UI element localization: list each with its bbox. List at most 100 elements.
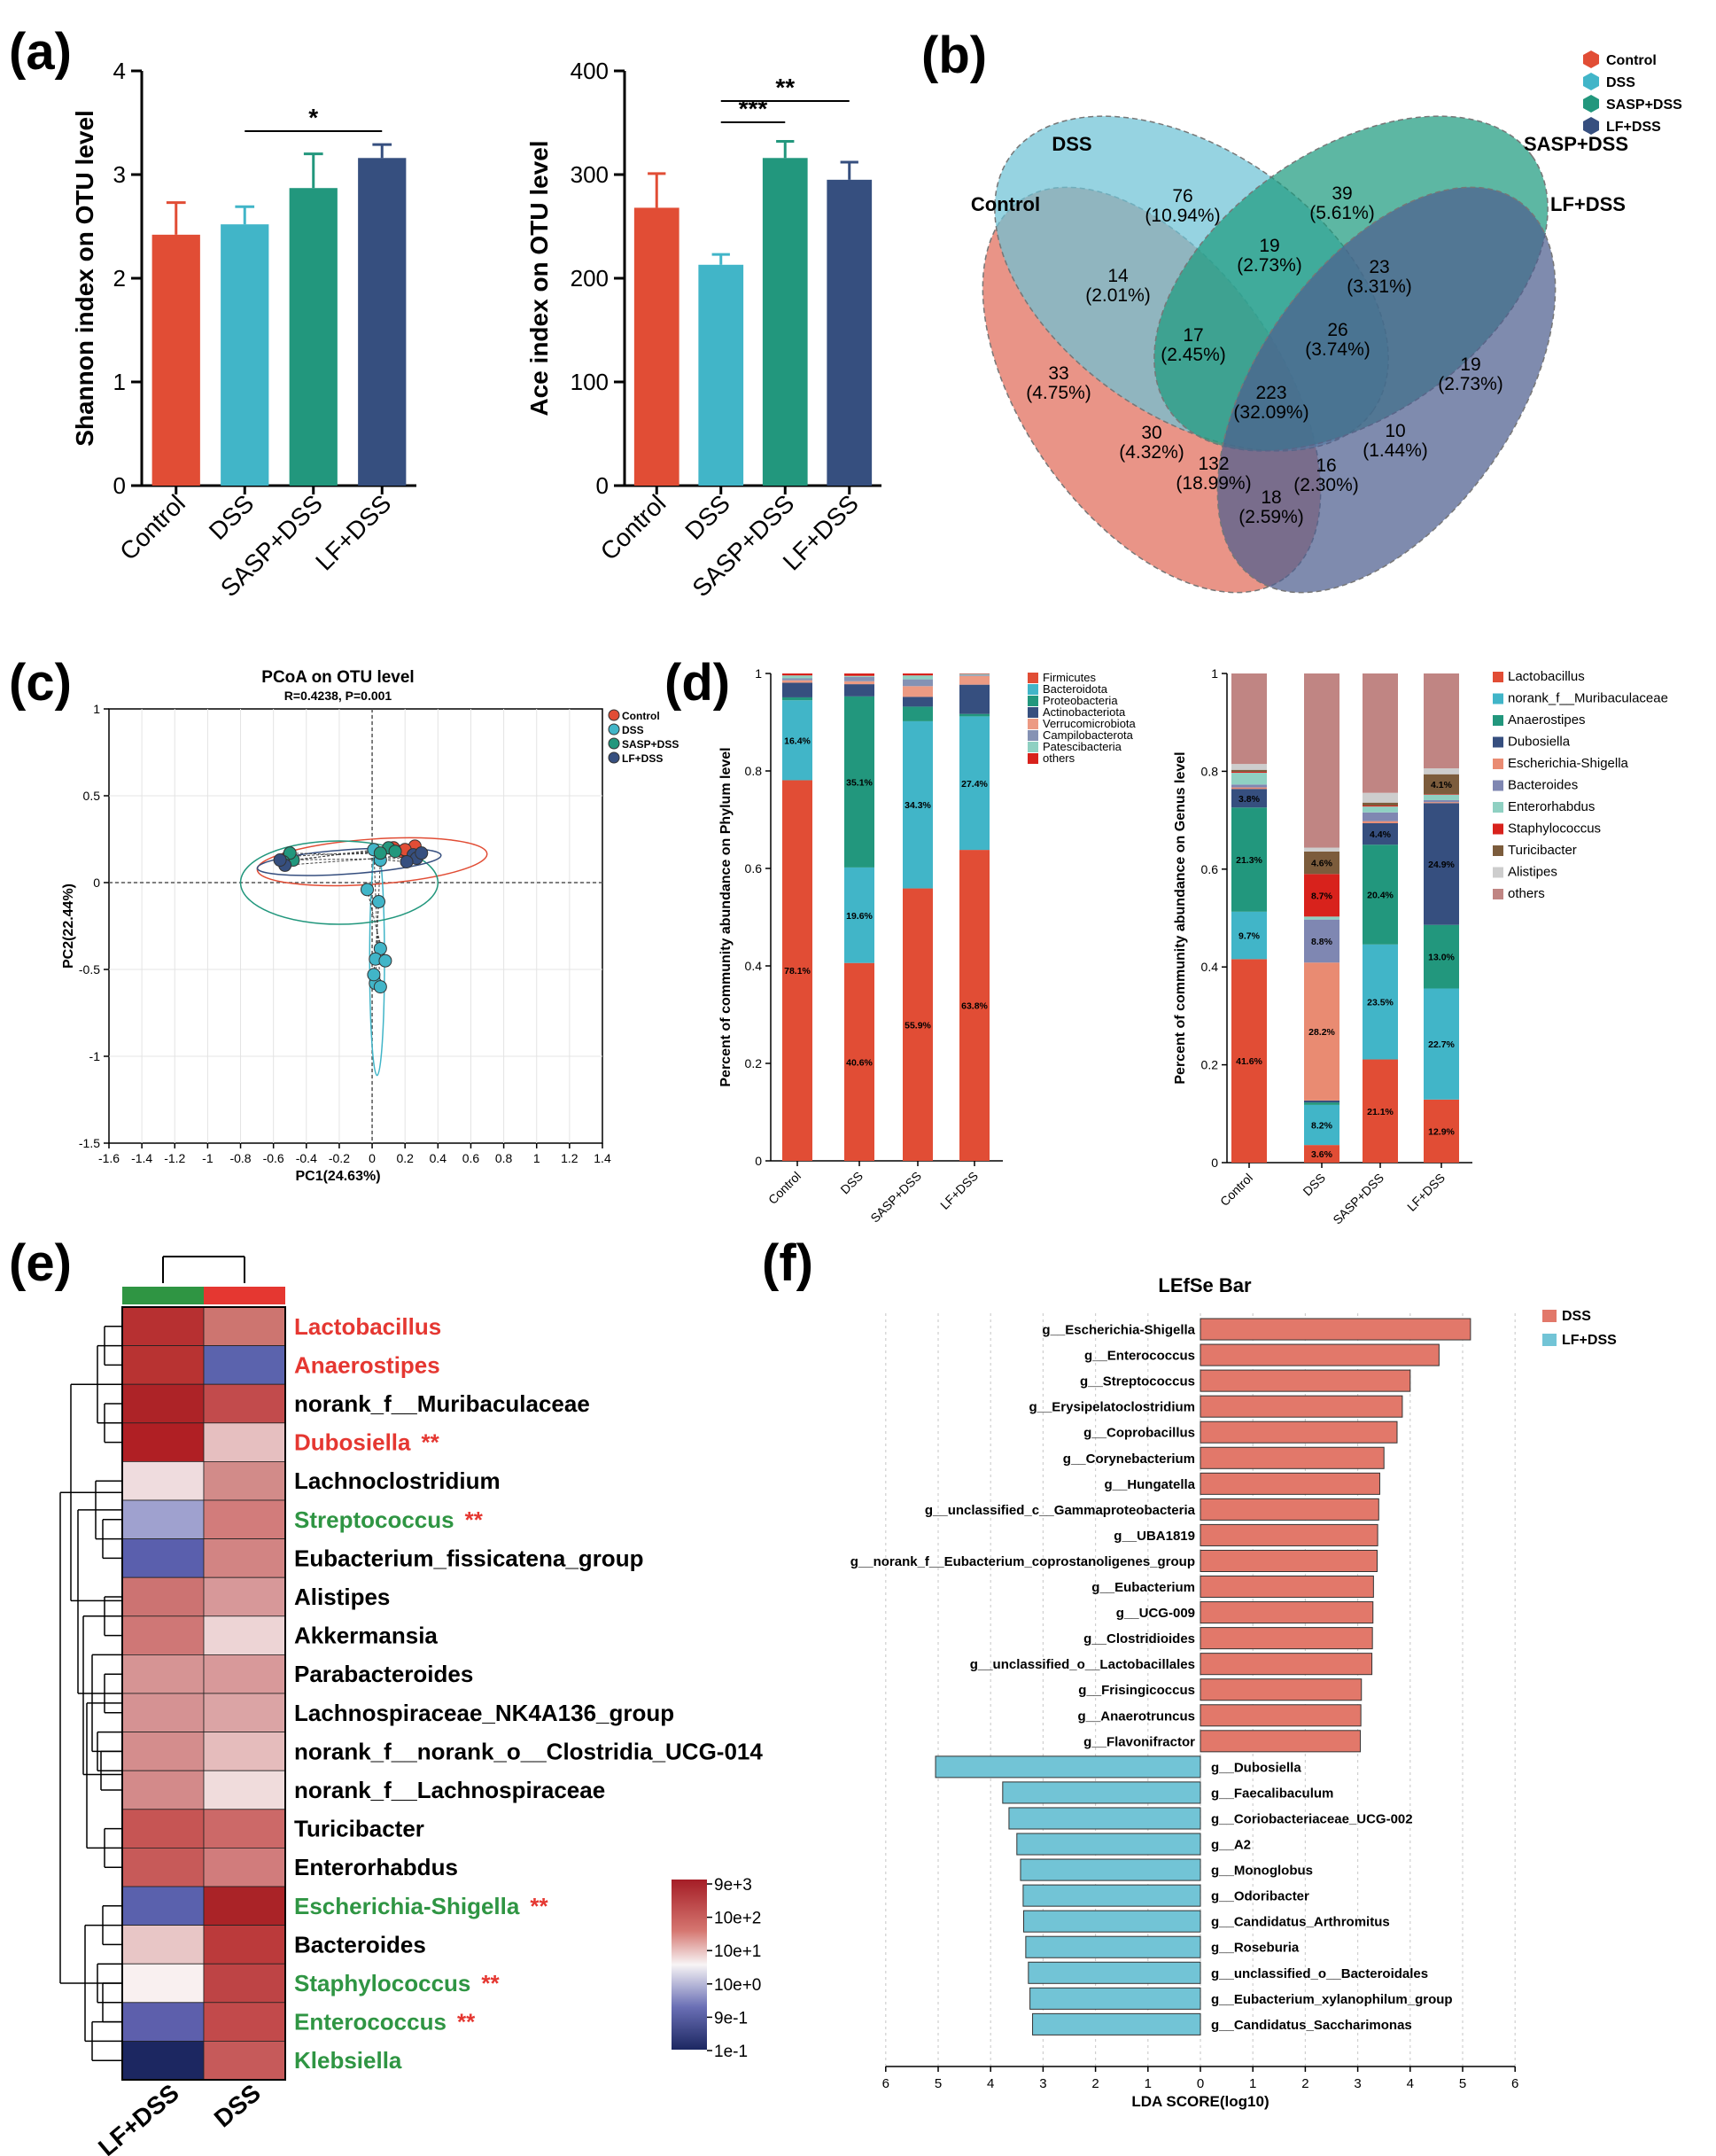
stack-segment-Enterorhabdus <box>1424 794 1459 800</box>
stack-segment-Actinobacteriota <box>903 697 933 707</box>
venn-region-count: 16 <box>1316 455 1336 476</box>
legend-label: Escherichia-Shigella <box>1508 756 1629 771</box>
y-tick-label: 0 <box>596 472 609 499</box>
venn-region-percent: (4.75%) <box>1026 383 1091 403</box>
legend-label: Control <box>622 710 660 722</box>
heatmap-cell <box>203 1576 286 1617</box>
lefse-feature-label: g__Coriobacteriaceae_UCG-002 <box>1211 1811 1413 1826</box>
legend-swatch <box>1493 802 1503 813</box>
x-tick-label: -1 <box>202 1151 214 1165</box>
heatmap-cell <box>203 1306 286 1346</box>
segment-label: 23.5% <box>1367 998 1394 1008</box>
bar <box>358 158 407 486</box>
x-tick-label: LF+DSS <box>310 489 396 575</box>
y-tick-label: 0.2 <box>745 1056 763 1070</box>
legend-swatch <box>1028 730 1038 741</box>
centroid-link <box>290 852 339 855</box>
stack-segment-Alistipes <box>1363 792 1398 803</box>
centroid-link <box>367 889 378 932</box>
legend-marker <box>608 709 620 721</box>
stack-segment-Actinobacteriota <box>959 684 990 714</box>
lefse-feature-label: g__Monoglobus <box>1211 1864 1313 1879</box>
legend-swatch <box>1028 742 1038 752</box>
venn-region-percent: (32.09%) <box>1233 402 1308 423</box>
lefse-feature-label: g__Odoribacter <box>1211 1889 1309 1904</box>
chart-subtitle: R=0.4238, P=0.001 <box>284 689 392 703</box>
venn-legend-marker <box>1583 95 1599 113</box>
heatmap-row-label: Klebsiella <box>294 2047 402 2074</box>
stack-segment-others <box>1363 673 1398 793</box>
heatmap-cell <box>203 1615 286 1655</box>
segment-label: 13.0% <box>1428 953 1455 963</box>
x-tick-label: 2 <box>1091 2076 1099 2091</box>
venn-region-count: 26 <box>1327 320 1347 340</box>
x-tick-label: -0.6 <box>263 1151 284 1165</box>
venn-set-label: DSS <box>1052 133 1091 155</box>
heatmap-cell <box>203 1847 286 1887</box>
legend-swatch <box>1493 889 1503 899</box>
color-scale-label: 1e-1 <box>714 2043 748 2061</box>
x-tick-label: 1 <box>1145 2076 1152 2091</box>
lefse-bar-lf <box>1022 1910 1201 1933</box>
x-tick-label: 2 <box>1301 2076 1308 2091</box>
legend-swatch <box>1493 867 1503 878</box>
stack-segment-Escherichia-Shigella <box>1424 802 1459 804</box>
lefse-bar-dss <box>1200 1420 1398 1444</box>
centroid-link <box>373 849 378 932</box>
stack-segment-Campilobacterota <box>782 678 812 681</box>
bar <box>151 234 200 486</box>
stack-segment-norank_f__Muribaculaceae <box>1363 944 1398 1060</box>
stack-segment-Turicibacter <box>1424 774 1459 795</box>
lefse-feature-label: g__Flavonifractor <box>1083 1734 1195 1749</box>
heatmap-cell <box>121 1615 205 1655</box>
heatmap-row-label: Lactobacillus <box>294 1313 441 1340</box>
legend-swatch <box>1028 707 1038 718</box>
segment-label: 8.7% <box>1311 891 1333 901</box>
venn-region-percent: (2.59%) <box>1238 507 1304 527</box>
stack-segment-Proteobacteria <box>959 713 990 717</box>
genus-stacked-bar-chart: 0 0.2 0.4 0.6 0.8 1 41.6% 9.7% 21.3% 3.8% Control 3… <box>1173 666 1668 1227</box>
stack-segment-Escherichia-Shigella <box>1363 821 1398 823</box>
venn-region-percent: (18.99%) <box>1176 473 1251 494</box>
legend-swatch <box>1028 753 1038 764</box>
y-tick-label: -1.5 <box>79 1136 100 1150</box>
heatmap-row-label: Staphylococcus ** <box>294 1970 501 1996</box>
venn-region-count: 223 <box>1255 383 1286 403</box>
y-tick-label: 1 <box>93 702 100 716</box>
scatter-point <box>373 980 387 994</box>
centroid-link <box>373 931 378 975</box>
heatmap-cell <box>121 1422 205 1462</box>
x-tick-label: Control <box>595 489 672 565</box>
stack-segment-Escherichia-Shigella <box>1231 787 1267 790</box>
stack-segment-Dubosiella <box>1363 822 1398 845</box>
x-tick-label: 0.8 <box>495 1151 513 1165</box>
lefse-bar-dss <box>1200 1498 1379 1521</box>
bar <box>289 188 338 486</box>
heatmap-cell <box>121 1732 205 1771</box>
heatmap-column-label: DSS <box>209 2079 266 2133</box>
heatmap-row-label: Dubosiella ** <box>294 1429 440 1456</box>
stack-segment-others <box>1304 673 1339 848</box>
scatter-point <box>400 854 414 868</box>
stack-segment-Patescibacteria <box>959 673 990 675</box>
venn-region-percent: (1.44%) <box>1363 440 1428 461</box>
y-tick-label: 1 <box>1211 666 1218 681</box>
venn-region-percent: (2.30%) <box>1293 475 1359 495</box>
panel-label-a: (a) <box>9 23 72 81</box>
y-tick-label: 4 <box>113 58 126 84</box>
bar <box>633 207 679 486</box>
y-tick-label: -0.5 <box>79 962 100 977</box>
lefse-feature-label: g__Candidatus_Arthromitus <box>1211 1915 1390 1930</box>
legend-marker <box>608 737 620 750</box>
legend-swatch <box>1493 715 1503 726</box>
legend-label: SASP+DSS <box>622 738 679 751</box>
lefse-bar-dss <box>1200 1601 1374 1624</box>
venn-set-label: Control <box>971 193 1040 215</box>
segment-label: 8.8% <box>1311 937 1333 947</box>
heatmap-cell <box>203 1383 286 1424</box>
lefse-feature-label: g__Frisingicoccus <box>1078 1683 1195 1698</box>
x-tick-label: LF+DSS <box>1404 1171 1448 1214</box>
venn-region-percent: (4.32%) <box>1119 442 1184 463</box>
lefse-feature-label: g__Candidatus_Saccharimonas <box>1211 2018 1412 2033</box>
heatmap-row-label: Turicibacter <box>294 1816 424 1842</box>
